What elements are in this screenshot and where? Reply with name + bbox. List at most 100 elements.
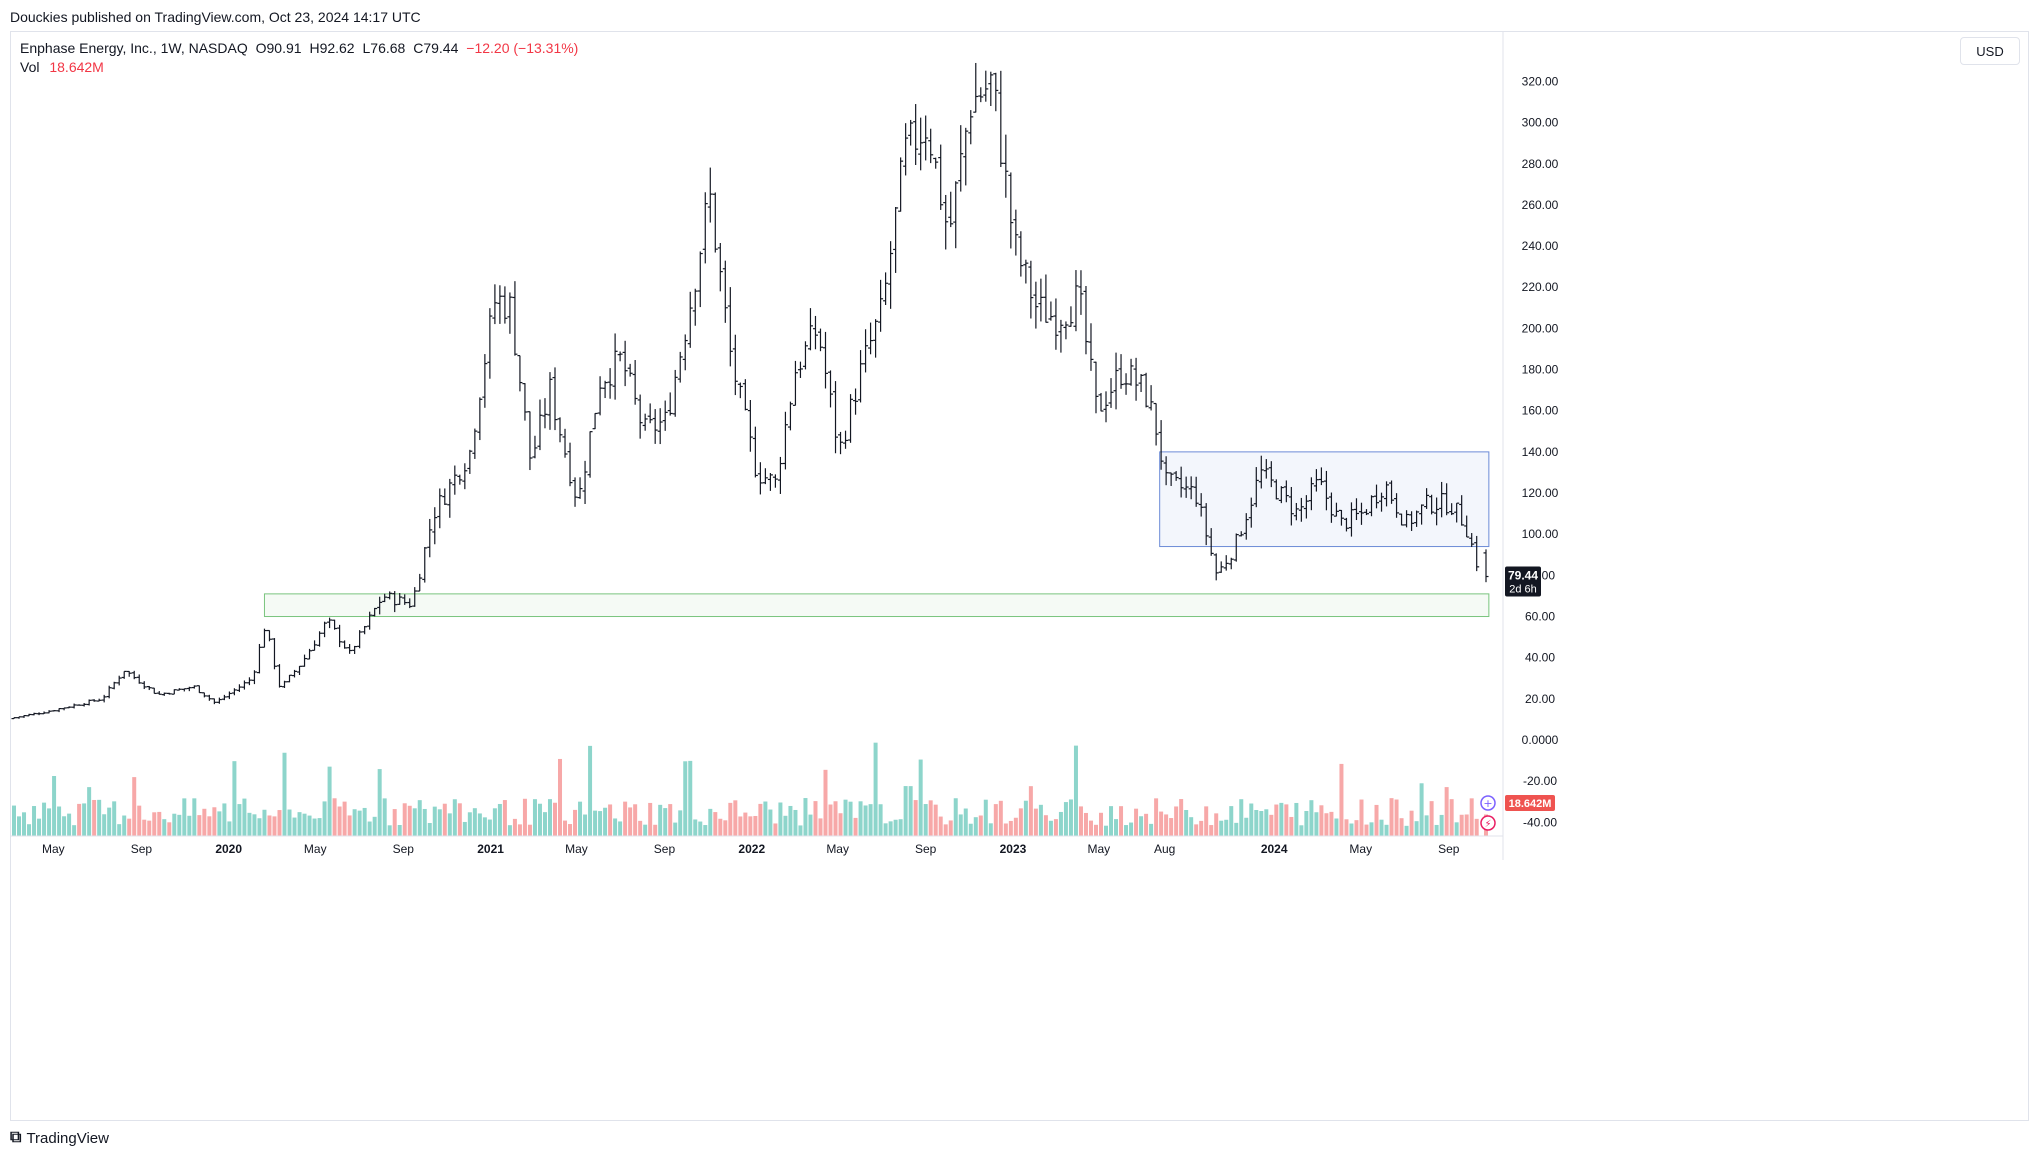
volume-bar [928, 800, 933, 836]
volume-bar [447, 813, 452, 836]
flash-icon[interactable] [1480, 815, 1496, 831]
y-tick-label: -20.00 [1523, 774, 1557, 788]
volume-bar [462, 821, 467, 836]
x-tick-label: May [565, 842, 588, 856]
volume-bar [297, 812, 302, 836]
volume-bar [653, 824, 658, 836]
change-value: −12.20 (−13.31%) [466, 40, 579, 56]
volume-bar [1189, 817, 1194, 836]
volume-bar [1474, 818, 1479, 836]
volume-bar [978, 815, 983, 836]
x-axis: May Sep 2020 May Sep 2021 May Sep 2022 May Sep 2023… [10, 835, 1503, 856]
volume-bar [608, 804, 613, 836]
volume-value: 18.642M [49, 59, 104, 75]
volume-bar [242, 798, 247, 836]
volume-bar [1244, 817, 1249, 836]
volume-bar [142, 819, 147, 836]
volume-bar [568, 824, 573, 836]
volume-bar [282, 752, 287, 836]
volume-bar [382, 798, 387, 836]
publish-caption: Douckies published on TradingView.com, O… [10, 9, 421, 25]
volume-bar [502, 800, 507, 836]
last-price-value: 79.44 [1508, 569, 1538, 583]
volume-bar [793, 809, 798, 836]
volume-bar [302, 813, 307, 836]
volume-bar [918, 759, 923, 836]
volume-bar [372, 816, 377, 836]
volume-bar [1394, 799, 1399, 836]
volume-bar [342, 801, 347, 836]
volume-bar [598, 811, 603, 836]
volume-bar [152, 812, 157, 836]
volume-bar [1319, 805, 1324, 836]
volume-bar [87, 787, 92, 836]
y-tick-label: 100.00 [1522, 527, 1559, 541]
volume-bar [457, 803, 462, 836]
volume-bar [658, 804, 663, 836]
volume-bar [1459, 814, 1464, 836]
volume-bar [738, 816, 743, 836]
volume-bar [287, 809, 292, 836]
volume-bar [92, 799, 97, 836]
volume-bar [1083, 812, 1088, 836]
volume-bar [638, 820, 643, 836]
add-alert-icon[interactable] [1480, 795, 1496, 811]
volume-bar [367, 821, 372, 836]
volume-bar [1043, 815, 1048, 836]
volume-bar [1073, 745, 1078, 836]
lightning-icon: ⚡ [1484, 819, 1491, 830]
currency-selector[interactable]: USD [1960, 37, 2020, 65]
volume-bar [663, 808, 668, 836]
volume-bar [583, 814, 588, 836]
volume-bar [522, 798, 527, 836]
volume-bar [863, 805, 868, 836]
symbol-title[interactable]: Enphase Energy, Inc., 1W, NASDAQ [20, 40, 248, 56]
volume-bar [813, 801, 818, 836]
volume-bar [22, 812, 27, 836]
volume-bar [698, 821, 703, 836]
volume-bar [1254, 810, 1259, 836]
volume-bar [202, 808, 207, 836]
volume-bar [1444, 787, 1449, 836]
volume-bar [47, 808, 52, 836]
y-tick-label: 0.0000 [1522, 733, 1559, 747]
volume-bar [257, 818, 262, 836]
volume-bar [1389, 798, 1394, 836]
chart-frame [10, 31, 2029, 1121]
volume-bar [713, 812, 718, 836]
volume-bar [1048, 820, 1053, 836]
y-tick-label: 260.00 [1522, 198, 1559, 212]
y-tick-label: 20.00 [1525, 692, 1555, 706]
volume-bar [938, 816, 943, 836]
volume-bar [948, 820, 953, 836]
volume-bar [868, 804, 873, 836]
volume-bar [352, 809, 357, 836]
x-tick-label: Sep [1438, 842, 1460, 856]
bar-countdown: 2d 6h [1509, 584, 1537, 596]
y-axis: 320.00 300.00 280.00 260.00 240.00 220.00 200.… [1502, 32, 1559, 860]
volume-bar [1018, 808, 1023, 836]
footer-brand[interactable]: ⧉ TradingView [10, 1129, 109, 1147]
volume-bar [893, 819, 898, 836]
volume-bar [402, 803, 407, 836]
x-tick-label: Sep [915, 842, 937, 856]
volume-bar [578, 801, 583, 836]
volume-bar [1404, 825, 1409, 836]
volume-label[interactable]: Vol [20, 59, 40, 75]
volume-bar [437, 809, 442, 836]
volume-bar [487, 819, 492, 836]
volume-bar [1354, 820, 1359, 836]
volume-bar [898, 819, 903, 836]
volume-bar [407, 805, 412, 836]
volume-bar [1239, 799, 1244, 836]
volume-bar [623, 801, 628, 836]
volume-bar [853, 817, 858, 836]
volume-bar [192, 798, 197, 836]
volume-bar [968, 823, 973, 836]
volume-bar [558, 758, 563, 836]
volume-bar [743, 812, 748, 836]
volume-bar [1003, 823, 1008, 836]
volume-bar [588, 745, 593, 836]
volume-bar [27, 824, 32, 836]
